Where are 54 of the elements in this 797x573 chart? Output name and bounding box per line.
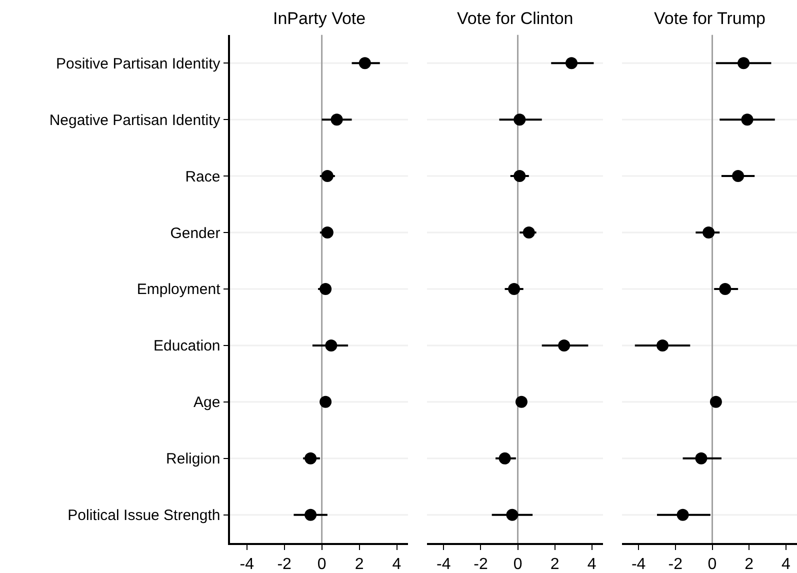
point [304,452,317,464]
x-tick-label: -2 [668,556,683,573]
x-tick-label: -4 [436,556,451,573]
x-tick-label: -4 [240,556,254,573]
point [304,508,317,521]
point [656,339,669,352]
point [710,396,722,408]
x-tick-label: 2 [354,556,364,573]
point [558,339,570,352]
point [702,226,715,239]
y-tick-label: Political Issue Strength [68,507,220,524]
x-tick-label: 0 [708,556,717,573]
x-tick-label: 2 [550,556,560,573]
x-tick-label: -4 [631,556,646,573]
point [695,452,708,464]
point [358,57,371,70]
x-tick-label: 2 [744,556,754,573]
y-tick-label: Negative Partisan Identity [49,112,221,129]
y-tick-label: Race [185,168,220,186]
x-tick-label: 4 [392,556,402,573]
y-tick-label: Gender [170,224,220,242]
point [320,282,332,295]
point [514,170,526,182]
x-tick-label: -2 [277,556,292,573]
y-tick-label: Positive Partisan Identity [56,55,221,72]
point [515,396,528,408]
point [506,508,518,521]
chart-title: Vote for Trump [654,9,766,28]
point [738,57,750,70]
x-tick-label: 4 [781,556,790,573]
chart-title: Vote for Clinton [457,9,574,28]
point [321,226,334,239]
point [498,452,511,464]
point [566,57,578,70]
x-tick-label: 0 [513,556,522,573]
chart-title: InParty Vote [273,9,366,28]
point [320,396,332,408]
point [508,282,520,295]
x-tick-label: 4 [587,556,596,573]
point [325,339,338,352]
point [330,114,343,126]
y-tick-label: Education [154,338,220,355]
y-tick-label: Employment [136,281,222,298]
point [732,170,744,182]
x-tick-label: 0 [317,556,326,573]
y-tick-label: Religion [166,450,220,468]
point [514,114,526,126]
point [522,226,535,239]
point [676,508,689,521]
point [321,170,334,182]
point [741,114,754,126]
y-tick-label: Age [194,394,220,412]
x-tick-label: -2 [474,556,488,573]
point [719,282,732,295]
